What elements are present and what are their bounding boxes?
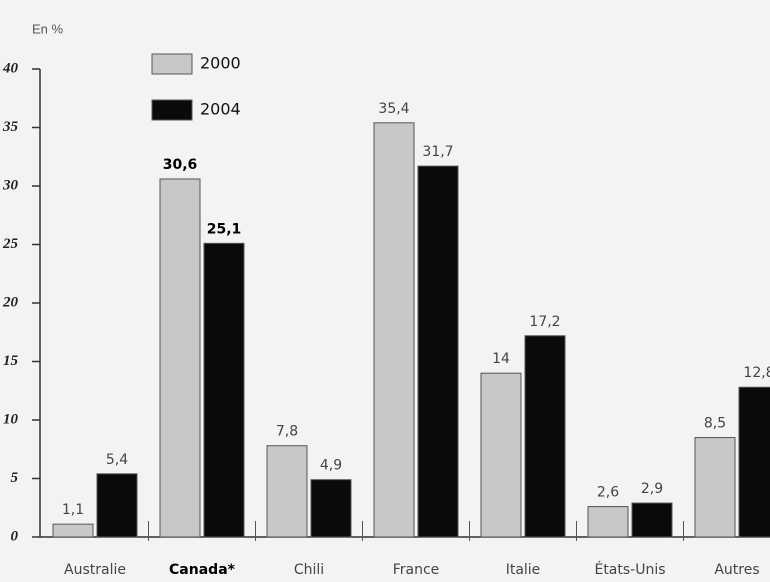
y-tick-label: 0 — [11, 528, 19, 544]
bar — [587, 506, 629, 538]
y-axis-label: En % — [32, 21, 64, 36]
y-tick-label: 20 — [2, 294, 19, 310]
bar — [310, 479, 352, 538]
value-label: 8,5 — [704, 416, 726, 432]
value-label: 5,4 — [106, 452, 128, 468]
x-tick-label: Autres — [714, 562, 759, 577]
x-tick-label: Chili — [294, 562, 324, 577]
bar — [266, 445, 308, 538]
value-label: 4,9 — [320, 458, 342, 474]
bar — [480, 372, 522, 538]
value-label: 7,8 — [276, 424, 298, 440]
legend-label: 2004 — [200, 100, 241, 119]
x-tick-label: Canada* — [169, 562, 236, 577]
bar — [417, 165, 459, 538]
y-tick-label: 35 — [2, 119, 19, 135]
y-tick-label: 5 — [11, 470, 19, 486]
x-tick-label: France — [393, 562, 440, 577]
value-label: 1,1 — [62, 502, 84, 518]
bar — [738, 386, 770, 538]
bar — [694, 437, 736, 538]
legend-swatch — [151, 53, 193, 75]
value-label: 2,9 — [641, 481, 663, 497]
bar — [524, 335, 566, 538]
value-label: 2,6 — [597, 485, 619, 501]
value-label: 31,7 — [422, 144, 453, 160]
x-tick-label: Italie — [506, 562, 541, 577]
bar — [631, 502, 673, 538]
y-tick-label: 25 — [2, 236, 19, 252]
value-label: 12,8 — [743, 365, 770, 381]
y-tick-label: 15 — [3, 353, 19, 369]
y-tick-label: 30 — [2, 177, 19, 193]
bar — [52, 523, 94, 538]
bar — [373, 122, 415, 538]
x-tick-label: Australie — [64, 562, 126, 577]
bar — [96, 473, 138, 538]
value-label: 14 — [492, 351, 510, 367]
value-label: 35,4 — [378, 101, 409, 117]
bar — [203, 242, 245, 538]
y-tick-label: 40 — [2, 60, 19, 76]
value-label: 30,6 — [163, 157, 198, 173]
y-tick-label: 10 — [3, 411, 19, 427]
bar — [159, 178, 201, 538]
value-label: 25,1 — [207, 221, 242, 237]
legend-label: 2000 — [200, 54, 241, 73]
value-label: 17,2 — [529, 314, 560, 330]
x-tick-label: États-Unis — [594, 561, 665, 577]
legend-swatch — [151, 99, 193, 121]
